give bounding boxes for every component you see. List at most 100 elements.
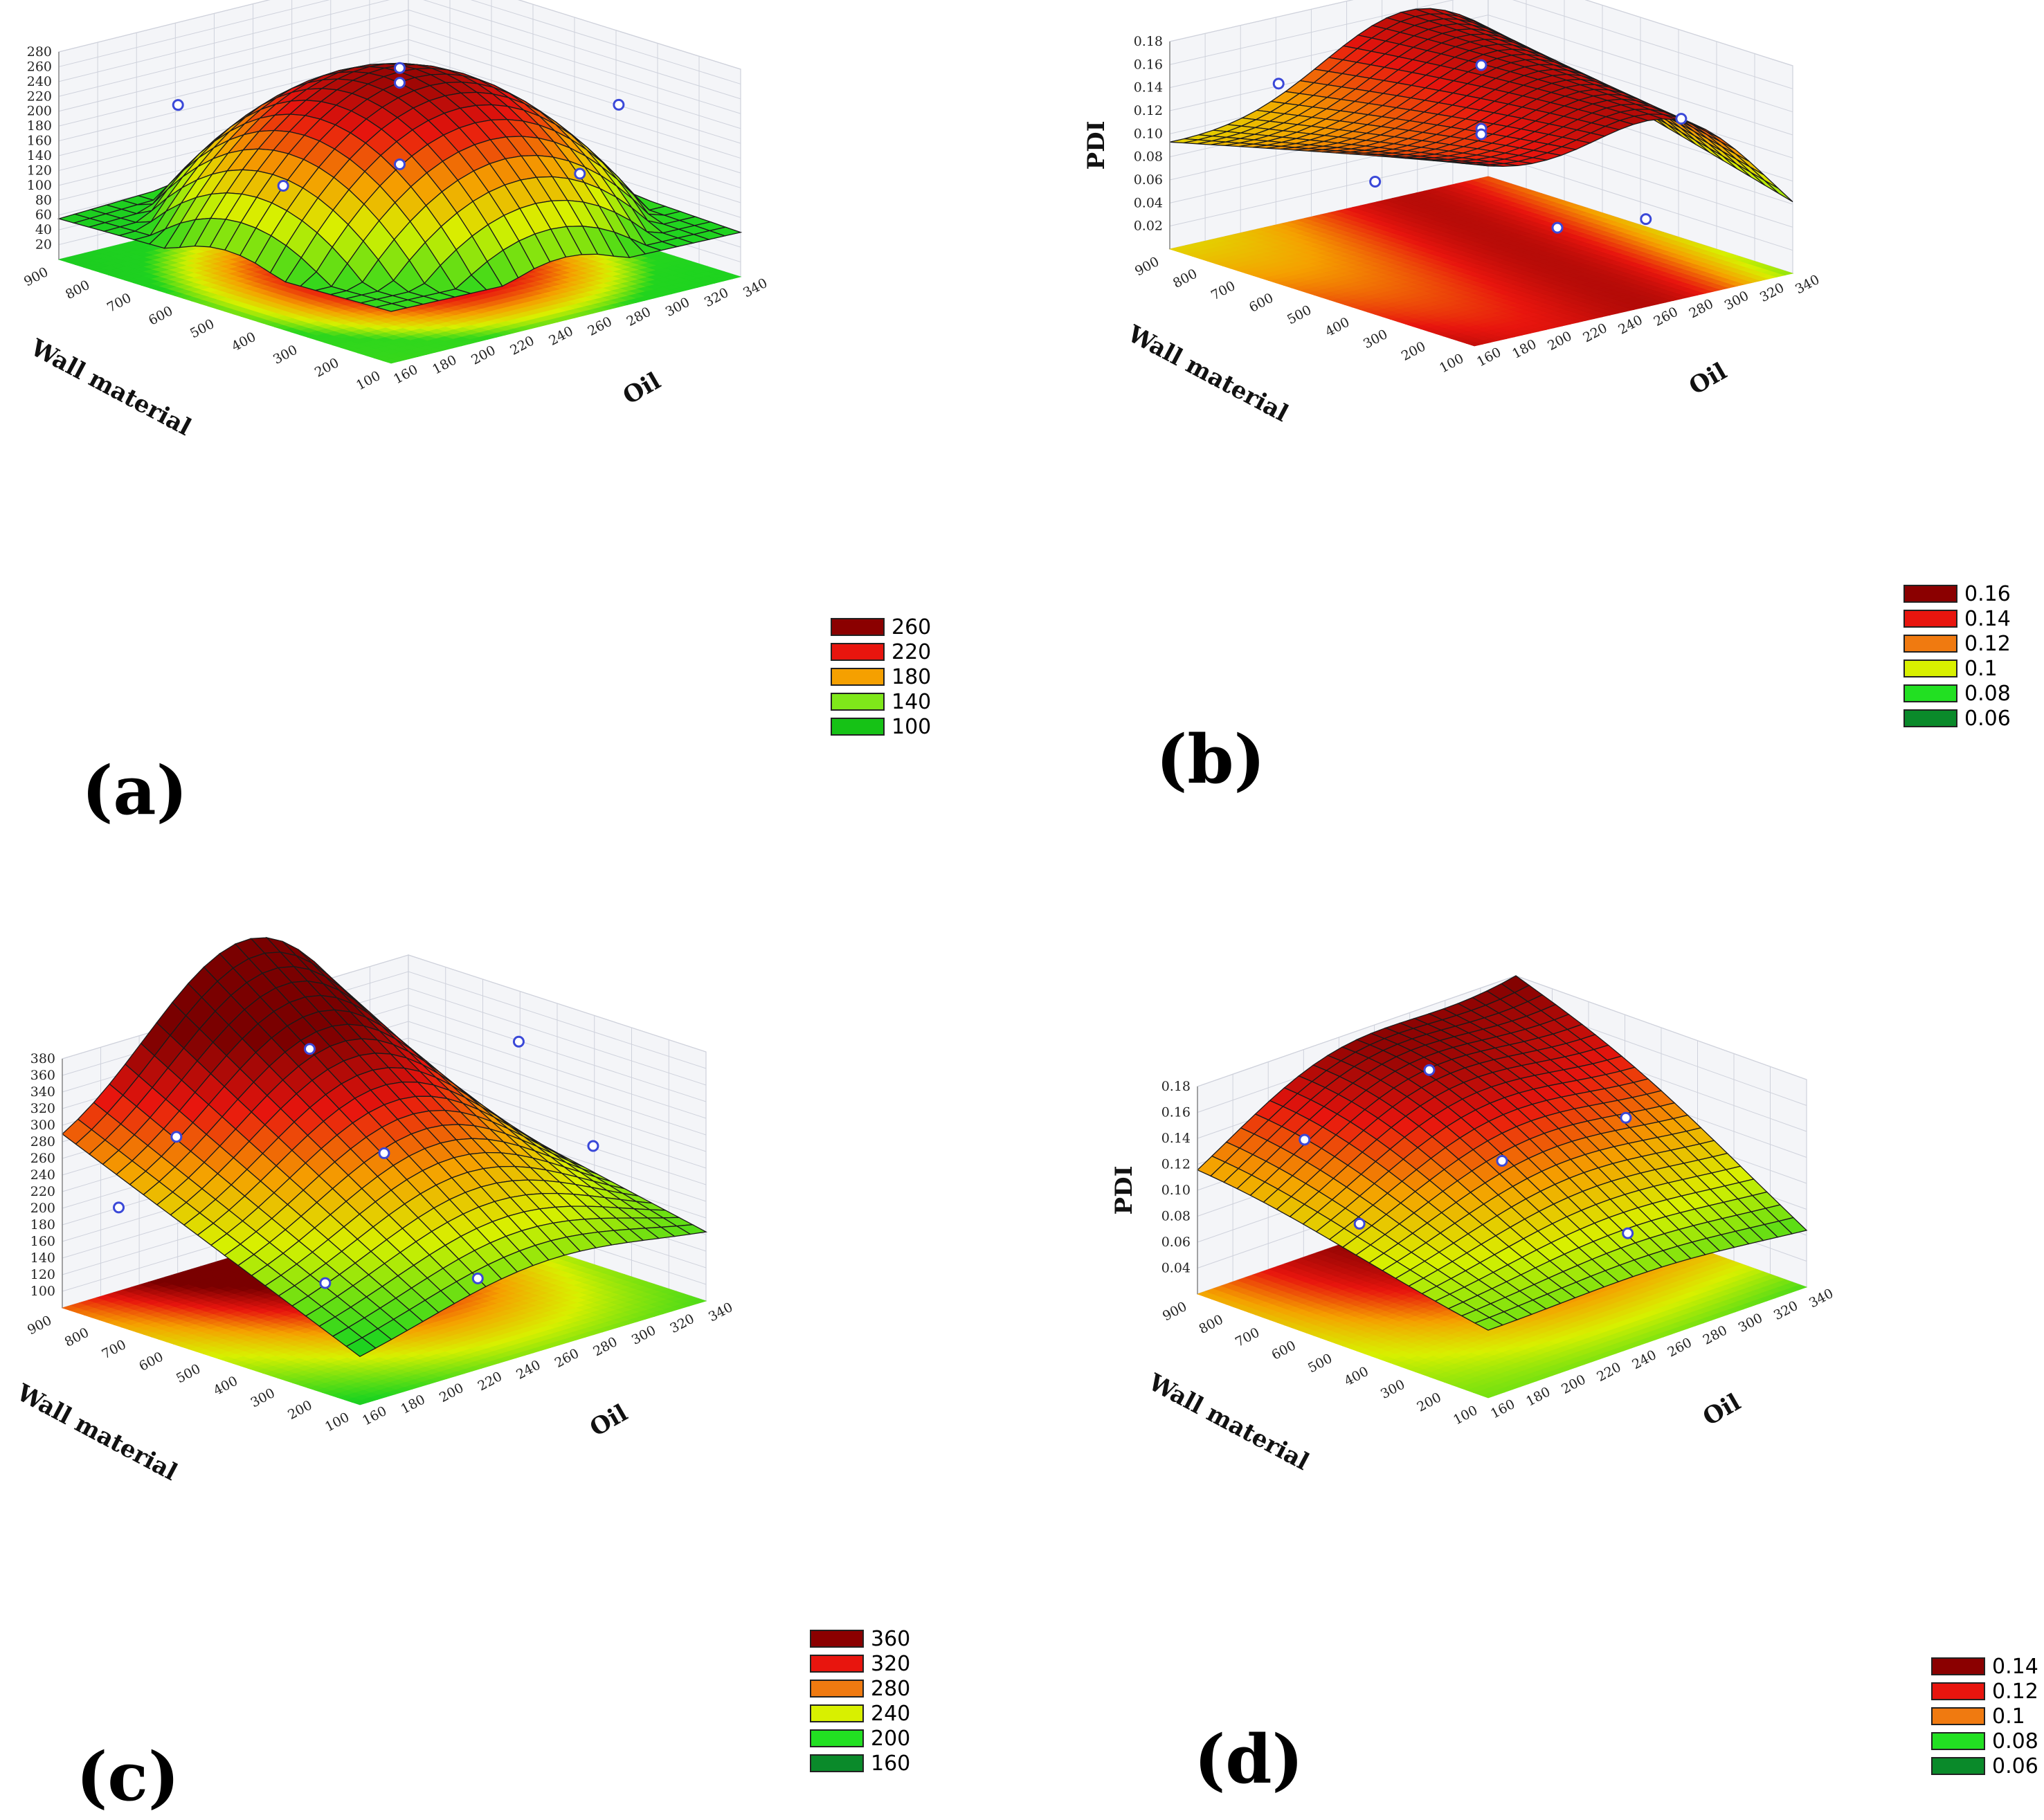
- z-tick-label: 260: [27, 59, 52, 74]
- legend-swatch: [831, 693, 885, 711]
- z-tick-label: 240: [27, 74, 52, 89]
- panel-b-surface-plot: 0.020.040.060.080.100.120.140.160.18PDI1…: [1083, 0, 1822, 428]
- x-tick-label: 300: [663, 295, 692, 320]
- z-tick-label: 220: [27, 89, 52, 104]
- x-tick-label: 160: [391, 362, 420, 387]
- z-tick-label: 0.04: [1134, 195, 1163, 210]
- z-tick-label: 180: [27, 118, 52, 134]
- panel-c-surface-plot: 1001201401601802002202402602803003203403…: [0, 936, 735, 1486]
- data-point: [1475, 59, 1487, 71]
- panel-a: 20406080100120140160180200220240260280Si…: [0, 0, 1022, 910]
- legend-label: 0.1: [1964, 656, 1998, 681]
- x-tick-label: 320: [702, 285, 731, 310]
- legend-label: 0.16: [1964, 581, 2011, 606]
- x-tick-label: 280: [1687, 296, 1716, 321]
- legend-item: 0.12: [1903, 631, 2011, 656]
- y-axis-title: Wall material: [26, 334, 196, 442]
- z-tick-label: 60: [35, 208, 52, 223]
- x-axis-title: Oil: [1684, 357, 1731, 400]
- data-point: [1272, 78, 1285, 90]
- x-tick-label: 320: [1757, 280, 1787, 305]
- design-points: [1272, 59, 1688, 234]
- y-tick-label: 700: [1209, 278, 1238, 303]
- contour-cell: [1478, 176, 1497, 181]
- x-tick-label: 220: [1580, 320, 1609, 345]
- y-tick-label: 200: [312, 355, 341, 380]
- y-tick-label: 400: [229, 329, 258, 354]
- legend-label: 180: [892, 664, 932, 689]
- data-point: [1551, 221, 1564, 234]
- x-tick-label: 340: [1793, 272, 1822, 297]
- y-tick-label: 200: [1399, 338, 1428, 363]
- panel-a-label: (a): [82, 752, 188, 830]
- z-tick-label: 0.18: [1134, 34, 1163, 49]
- y-axis-title: Wall material: [1123, 320, 1293, 428]
- x-tick-label: 180: [430, 352, 459, 377]
- panel-c: 100 120 140 160 180 200 220 240 260 280 300 320 340 3…: [0, 936, 1022, 1820]
- z-tick-label: 40: [35, 222, 52, 237]
- data-point: [613, 98, 625, 111]
- y-tick-label: 500: [1285, 302, 1314, 327]
- y-tick-label: 300: [1361, 327, 1390, 352]
- y-tick-label: 900: [1132, 254, 1161, 279]
- data-point: [394, 62, 406, 74]
- z-tick-label: 140: [27, 148, 52, 163]
- y-tick-label: 800: [63, 277, 92, 302]
- x-tick-label: 220: [507, 333, 536, 358]
- legend-swatch: [831, 643, 885, 661]
- legend-item: 0.1: [1903, 656, 2011, 681]
- legend-item: 0.06: [1903, 706, 2011, 731]
- y-tick-label: 100: [1437, 351, 1466, 376]
- x-tick-label: 300: [1722, 288, 1751, 313]
- y-tick-label: 600: [146, 303, 175, 328]
- legend-label: 0.12: [1964, 631, 2011, 656]
- panel-a-legend: 260 220 180 140 100: [831, 615, 931, 739]
- z-tick-label: 120: [27, 163, 52, 178]
- legend-label: 220: [892, 639, 932, 664]
- x-tick-label: 160: [1474, 345, 1503, 370]
- z-axis-title: PDI: [1083, 121, 1110, 170]
- z-tick-label: 0.16: [1134, 57, 1163, 72]
- x-tick-label: 260: [1652, 304, 1681, 329]
- z-axis: 20406080100120140160180200220240260280Si…: [27, 44, 60, 260]
- y-tick-label: 500: [188, 316, 217, 341]
- data-point: [574, 167, 586, 180]
- data-point: [172, 99, 184, 111]
- z-tick-label: 0.08: [1134, 149, 1163, 165]
- surface-cell: [1460, 163, 1489, 167]
- panel-a-surface-plot: 20406080100120140160180200220240260280Si…: [21, 0, 770, 442]
- panel-b: 0.02 0.04 0.06 0.08 0.10 0.12 0.14 0.16 0.18 PDI 1…: [1083, 0, 2044, 858]
- x-tick-label: 280: [624, 304, 653, 329]
- x-tick-label: 260: [586, 314, 615, 339]
- legend-label: 0.08: [1964, 681, 2011, 706]
- x-tick-label: 240: [1616, 312, 1645, 337]
- z-tick-label: 20: [35, 237, 52, 253]
- x-tick-label: 200: [1545, 329, 1574, 354]
- data-point: [1640, 213, 1652, 226]
- x-tick-label: 240: [546, 323, 575, 348]
- y-tick-label: 400: [1323, 314, 1352, 339]
- legend-item: 220: [831, 639, 931, 664]
- z-tick-label: 280: [27, 44, 52, 60]
- y-tick-label: 800: [1170, 266, 1200, 291]
- legend-label: 0.14: [1964, 606, 2011, 631]
- legend-label: 100: [892, 714, 932, 739]
- z-tick-label: 160: [27, 134, 52, 149]
- legend-swatch: [1903, 709, 1957, 727]
- legend-swatch: [831, 668, 885, 686]
- x-tick-label: 340: [741, 275, 770, 300]
- legend-swatch: [1903, 635, 1957, 653]
- y-tick-label: 300: [271, 342, 300, 367]
- legend-swatch: [831, 718, 885, 736]
- z-tick-label: 100: [27, 178, 52, 193]
- legend-swatch: [1903, 659, 1957, 677]
- legend-swatch: [1903, 610, 1957, 628]
- legend-item: 0.16: [1903, 581, 2011, 606]
- x-axis-title: Oil: [618, 367, 665, 410]
- response-surface: [57, 62, 743, 312]
- z-tick-label: 0.02: [1134, 219, 1163, 234]
- design-points: [172, 62, 625, 192]
- data-point: [394, 158, 406, 170]
- y-tick-label: 700: [105, 290, 134, 315]
